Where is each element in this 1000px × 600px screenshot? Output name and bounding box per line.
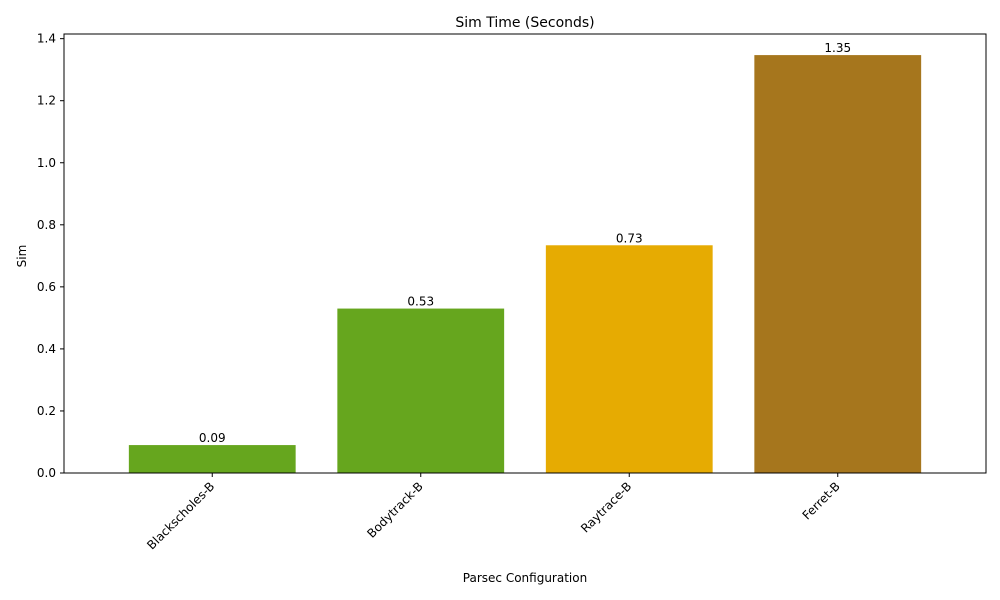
plot-frame — [63, 33, 987, 474]
x-tick-label: Blackscholes-B — [144, 479, 217, 552]
y-tick-label: 0.0 — [37, 466, 56, 480]
y-tick-label: 1.0 — [37, 156, 56, 170]
x-axis-label: Parsec Configuration — [463, 571, 587, 585]
y-tick-label: 0.2 — [37, 404, 56, 418]
bar-value-label: 1.35 — [824, 41, 851, 55]
x-tick-label: Raytrace-B — [578, 479, 634, 535]
bar-value-label: 0.53 — [407, 295, 434, 309]
plot-area: 0.0 0.2 0.4 0.6 0.8 1.0 1.2 1.4 0.09 Blackscholes… — [37, 32, 922, 552]
bar — [128, 445, 296, 473]
y-tick-label: 1.4 — [37, 32, 56, 46]
bar — [545, 245, 713, 473]
chart-title: Sim Time (Seconds) — [455, 15, 594, 31]
x-tick-label: Bodytrack-B — [364, 479, 425, 540]
bar — [754, 55, 922, 473]
bar-value-label: 0.09 — [199, 431, 226, 445]
y-tick-label: 1.2 — [37, 94, 56, 108]
bar — [337, 308, 505, 473]
y-tick-label: 0.8 — [37, 218, 56, 232]
x-tick-label: Ferret-B — [800, 479, 843, 522]
bar-value-label: 0.73 — [616, 231, 643, 245]
y-tick-label: 0.6 — [37, 280, 56, 294]
y-tick-label: 0.4 — [37, 342, 56, 356]
y-axis-label: Sim — [15, 245, 29, 268]
